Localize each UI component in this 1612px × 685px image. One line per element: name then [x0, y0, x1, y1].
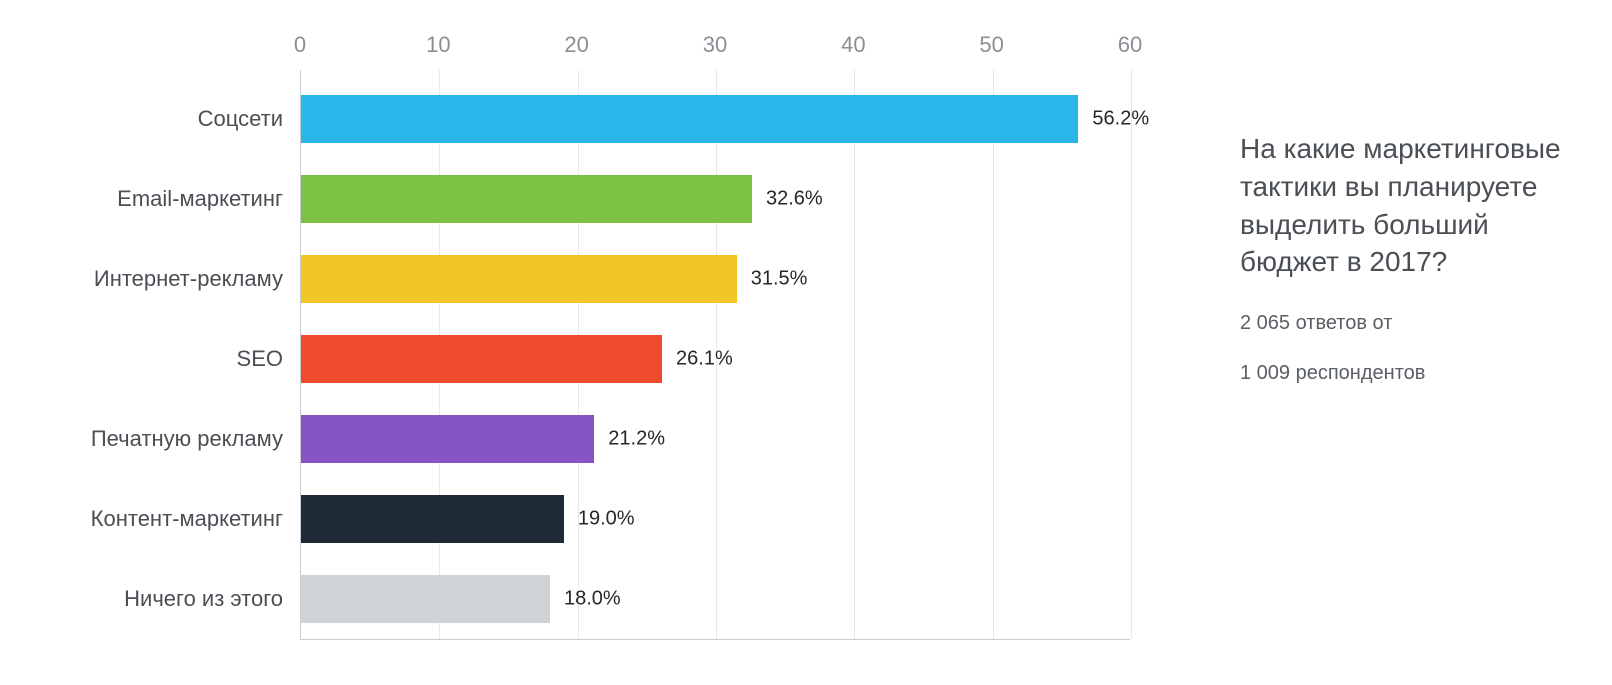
category-label: Печатную рекламу — [91, 426, 283, 452]
chart-container: 0102030405060 Соцсети56.2%Email-маркетин… — [0, 0, 1612, 685]
plot-area: Соцсети56.2%Email-маркетинг32.6%Интернет… — [300, 70, 1130, 640]
category-label: Контент-маркетинг — [91, 506, 283, 532]
bar — [301, 415, 594, 463]
bar — [301, 495, 564, 543]
x-tick-label: 20 — [564, 32, 588, 58]
bar — [301, 255, 737, 303]
sidebar: На какие маркетинговые тактики вы планир… — [1190, 20, 1572, 665]
x-tick-label: 0 — [294, 32, 306, 58]
bar — [301, 575, 550, 623]
chart-question-title: На какие маркетинговые тактики вы планир… — [1240, 130, 1572, 281]
category-label: SEO — [237, 346, 283, 372]
bar — [301, 175, 752, 223]
category-label: Соцсети — [198, 106, 283, 132]
bar — [301, 335, 662, 383]
x-tick-label: 60 — [1118, 32, 1142, 58]
responses-count: 2 065 ответов от — [1240, 309, 1572, 337]
bar-value-label: 21.2% — [608, 428, 665, 451]
category-label: Ничего из этого — [124, 586, 283, 612]
bar-chart: 0102030405060 Соцсети56.2%Email-маркетин… — [20, 20, 1190, 660]
bar-value-label: 32.6% — [766, 188, 823, 211]
bar-value-label: 31.5% — [751, 268, 808, 291]
bar-value-label: 56.2% — [1092, 108, 1149, 131]
category-label: Email-маркетинг — [117, 186, 283, 212]
bar-value-label: 18.0% — [564, 588, 621, 611]
gridline — [854, 70, 855, 639]
respondents-count: 1 009 респондентов — [1240, 359, 1572, 387]
gridline — [993, 70, 994, 639]
gridline — [1131, 70, 1132, 639]
bar-value-label: 26.1% — [676, 348, 733, 371]
bar — [301, 95, 1078, 143]
bar-value-label: 19.0% — [578, 508, 635, 531]
x-tick-label: 40 — [841, 32, 865, 58]
x-tick-label: 50 — [979, 32, 1003, 58]
x-tick-label: 10 — [426, 32, 450, 58]
category-label: Интернет-рекламу — [94, 266, 283, 292]
x-tick-label: 30 — [703, 32, 727, 58]
